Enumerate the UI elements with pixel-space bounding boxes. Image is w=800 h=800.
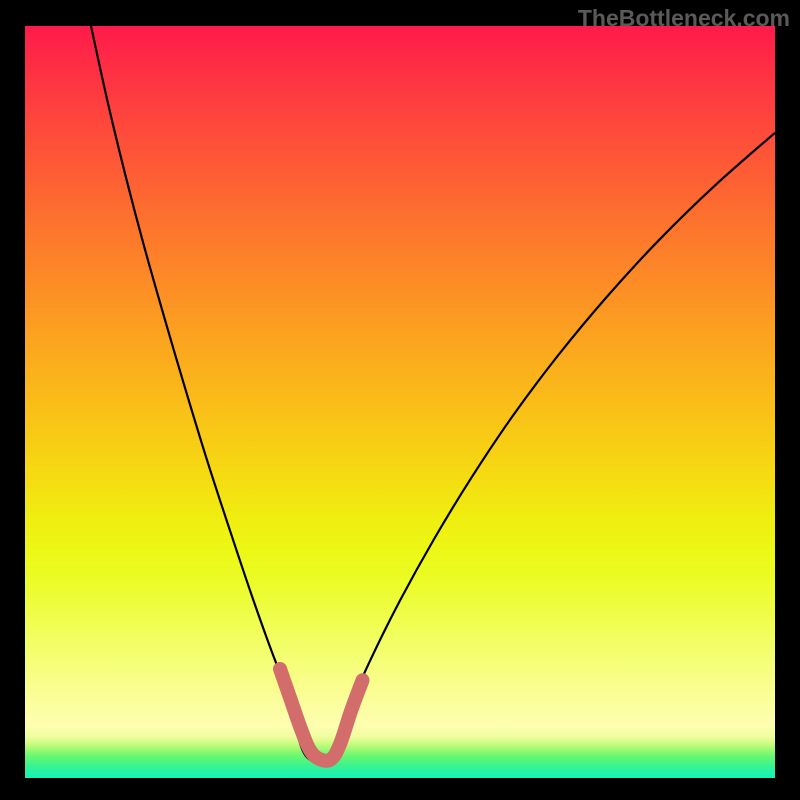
watermark-label: TheBottleneck.com [578, 5, 790, 32]
bottleneck-curve [91, 26, 775, 762]
highlight-band [280, 669, 363, 761]
chart-svg [25, 26, 775, 778]
chart-stage: TheBottleneck.com [0, 0, 800, 800]
plot-area [25, 26, 775, 778]
